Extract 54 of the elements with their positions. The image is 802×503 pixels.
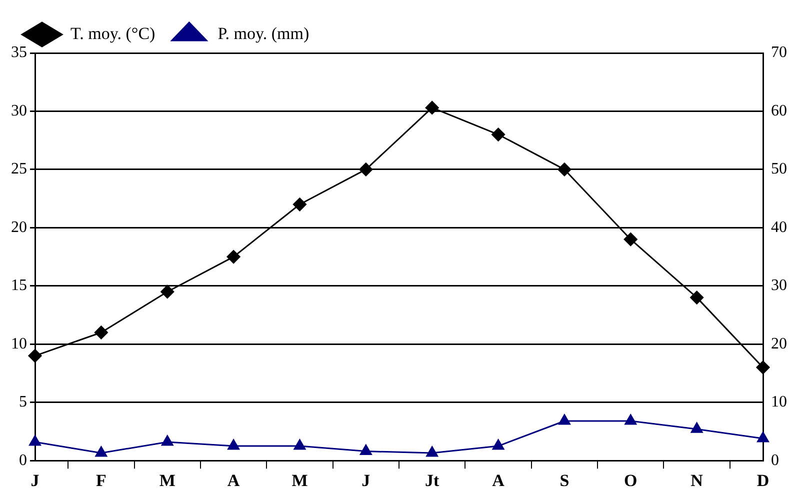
- point: [359, 162, 373, 176]
- x-tick-label: M: [292, 471, 308, 490]
- x-tick-label: J: [362, 471, 371, 490]
- y2-tick-label: 40: [771, 218, 787, 236]
- x-tick-label: J: [30, 471, 40, 490]
- point: [29, 435, 41, 446]
- y2-tick-label: 70: [771, 44, 787, 62]
- y-tick-label: 15: [11, 277, 27, 294]
- y2-tick-label: 60: [771, 102, 787, 120]
- legend-label: T. moy. (°C): [70, 24, 156, 43]
- point: [558, 162, 572, 176]
- point: [294, 439, 306, 450]
- point: [492, 439, 504, 450]
- point: [624, 414, 637, 425]
- point: [756, 360, 770, 374]
- point: [690, 422, 703, 433]
- y-tick-label: 30: [11, 102, 27, 120]
- x-tick-label: Jt: [425, 471, 440, 490]
- y-tick-label: 10: [11, 335, 27, 352]
- y2-tick-label: 0: [771, 452, 779, 469]
- point: [228, 439, 240, 450]
- point: [425, 100, 439, 114]
- point: [360, 444, 372, 456]
- point: [161, 435, 174, 446]
- y-tick-label: 35: [11, 44, 27, 62]
- x-tick-label: O: [624, 471, 638, 490]
- y-tick-label: 20: [11, 218, 27, 236]
- x-tick-label: M: [159, 471, 176, 490]
- point: [292, 198, 306, 212]
- x-tick-label: D: [756, 471, 770, 490]
- point: [426, 446, 438, 457]
- y2-tick-label: 50: [771, 160, 787, 178]
- point: [160, 284, 174, 298]
- y-tick-label: 5: [19, 394, 27, 411]
- point: [492, 128, 506, 142]
- y2-tick-label: 10: [771, 394, 787, 411]
- point: [95, 446, 108, 457]
- y-tick-label: 25: [11, 160, 27, 178]
- x-tick-label: A: [227, 471, 240, 490]
- point: [28, 349, 42, 363]
- y2-tick-label: 20: [771, 335, 787, 352]
- point: [690, 290, 704, 304]
- x-tick-label: N: [690, 471, 704, 490]
- point: [226, 250, 240, 264]
- point: [94, 326, 108, 340]
- point: [757, 432, 769, 442]
- x-tick-label: F: [96, 471, 106, 490]
- point: [558, 414, 570, 425]
- y-tick-label: 0: [19, 452, 27, 469]
- legend-label: P. moy. (mm): [218, 24, 310, 43]
- point: [624, 232, 638, 246]
- x-tick-label: S: [560, 471, 570, 490]
- x-tick-label: A: [492, 471, 506, 490]
- y2-tick-label: 30: [771, 277, 787, 294]
